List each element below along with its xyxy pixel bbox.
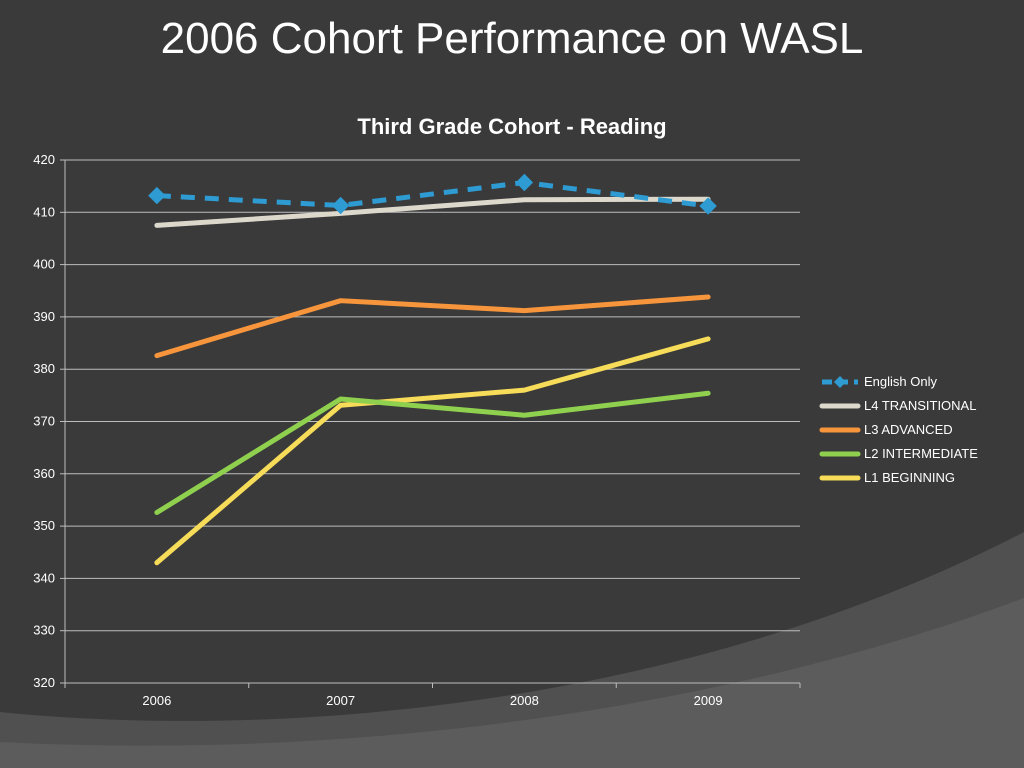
series-lines [148, 173, 717, 566]
legend-item: English Only [822, 374, 937, 389]
data-point-marker [699, 197, 717, 215]
y-tick-label: 350 [33, 518, 55, 533]
data-point-marker [148, 186, 166, 205]
legend-label: L4 TRANSITIONAL [864, 398, 976, 413]
y-axis-ticks: 320 330 340 350 360 370 380 390 400 410 420 [33, 152, 65, 690]
legend-item: L2 INTERMEDIATE [819, 446, 978, 461]
y-tick-label: 380 [33, 361, 55, 376]
legend-label: L1 BEGINNING [864, 470, 955, 485]
x-tick-label: 2009 [694, 693, 723, 708]
x-tick-label: 2008 [510, 693, 539, 708]
y-tick-label: 370 [33, 414, 55, 429]
legend-label: English Only [864, 374, 937, 389]
y-tick-label: 330 [33, 623, 55, 638]
y-tick-label: 390 [33, 309, 55, 324]
legend-item: L3 ADVANCED [819, 422, 953, 437]
y-tick-label: 400 [33, 257, 55, 272]
legend: English Only L4 TRANSITIONAL L3 ADVANCED L2… [819, 374, 978, 485]
x-tick-label: 2007 [326, 693, 355, 708]
slide-title: 2006 Cohort Performance on WASL [160, 14, 864, 63]
x-axis-ticks: 2006 2007 2008 2009 [64, 683, 801, 708]
legend-label: L3 ADVANCED [864, 422, 953, 437]
legend-label: L2 INTERMEDIATE [864, 446, 978, 461]
y-tick-label: 410 [33, 204, 55, 219]
chart-title: Third Grade Cohort - Reading [357, 114, 667, 139]
y-tick-label: 320 [33, 675, 55, 690]
series-line-l1-beginning [154, 336, 711, 566]
data-point-marker [331, 196, 350, 215]
y-tick-label: 420 [33, 152, 55, 167]
series-line-l3-advanced [154, 294, 711, 359]
series-line-l4-transitional [154, 196, 711, 228]
y-tick-label: 340 [33, 570, 55, 585]
x-tick-label: 2006 [142, 693, 171, 708]
y-tick-label: 360 [33, 466, 55, 481]
legend-item: L1 BEGINNING [819, 470, 955, 485]
series-line-l2-intermediate [154, 390, 711, 516]
legend-marker [834, 376, 846, 388]
series-line-english-only [156, 179, 709, 209]
gridlines [65, 159, 800, 684]
legend-item: L4 TRANSITIONAL [819, 398, 976, 413]
data-point-marker [515, 173, 534, 192]
